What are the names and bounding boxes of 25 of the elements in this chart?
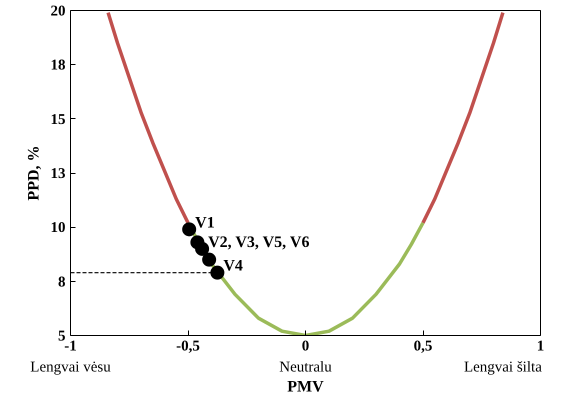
x-tick-label: 0 [302,338,310,354]
annotation: V4 [223,258,243,275]
point [195,242,210,256]
x-tick-label: -0,5 [176,338,200,354]
text: Lengvai šilta [464,360,542,376]
y-tick-label: 18 [50,58,66,74]
x-tick-label: 1 [536,338,544,354]
y-tick-label: 13 [50,166,66,182]
x-axis-title: PMV [287,378,324,396]
y-axis-title: PPD, % [26,145,42,201]
point [182,222,196,236]
point [202,252,216,267]
line-series [421,10,505,225]
y-tick-label: 8 [58,274,66,290]
y-tick-label: 5 [58,328,66,344]
y-tick-label: 10 [50,220,66,236]
text: Lengvai vėsu [30,360,112,376]
annotation: V2, V3, V5, V6 [208,234,310,251]
point [210,266,224,280]
x-tick-label: 0,5 [414,338,432,354]
x-tick-label: -1 [64,338,77,354]
annotation: V1 [195,214,215,232]
y-tick-label: 15 [50,112,66,128]
y-tick-label: 20 [50,4,66,20]
text: Neutralu [279,360,332,376]
